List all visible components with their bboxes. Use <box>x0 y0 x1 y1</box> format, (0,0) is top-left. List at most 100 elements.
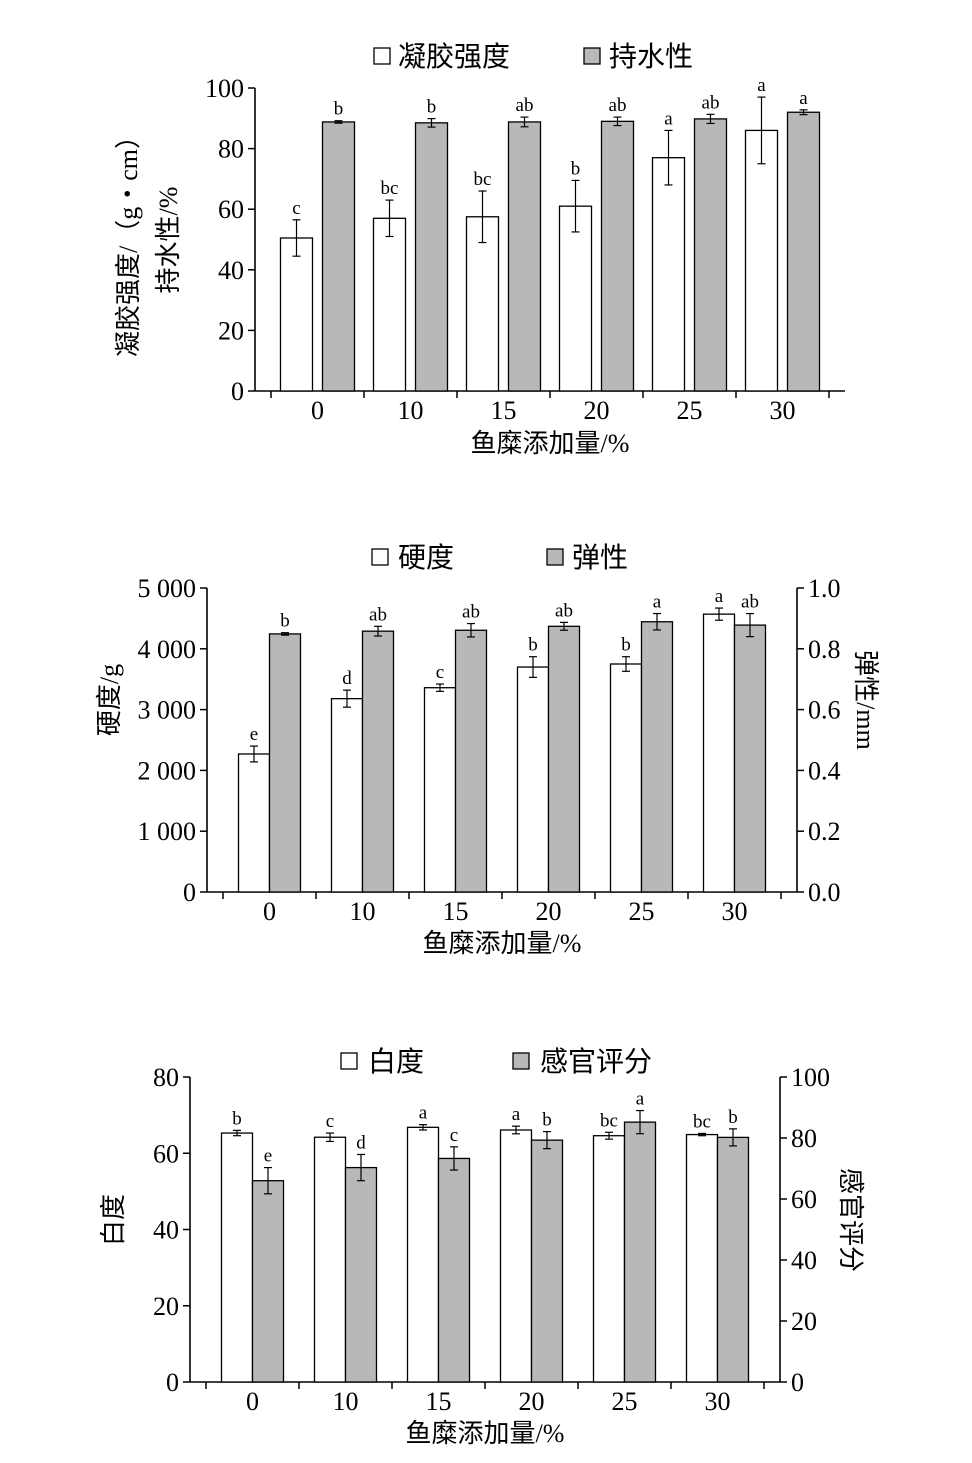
y-tick-label-right: 1.0 <box>808 574 841 603</box>
y-tick-label-right: 80 <box>791 1124 817 1153</box>
y-tick-label: 20 <box>218 316 244 345</box>
y-tick-label-right: 100 <box>791 1063 830 1092</box>
y-tick-label: 60 <box>153 1139 179 1168</box>
legend-label: 弹性 <box>572 542 628 574</box>
x-tick-label: 15 <box>426 1387 452 1416</box>
significance-label: a <box>419 1103 428 1124</box>
y-tick-label: 2 000 <box>138 756 197 785</box>
bar <box>693 118 728 392</box>
significance-label: ab <box>516 95 534 116</box>
x-tick-label: 0 <box>246 1387 259 1416</box>
bar <box>423 687 457 893</box>
y-tick-label-right: 0 <box>791 1368 804 1397</box>
x-tick-label: 10 <box>398 396 424 425</box>
y-tick-label-right: 0.4 <box>808 756 841 785</box>
significance-label: a <box>636 1089 645 1110</box>
y-tick-label-right: 0.0 <box>808 878 841 907</box>
significance-label: bc <box>600 1110 618 1131</box>
y-tick-label-right: 40 <box>791 1246 817 1275</box>
significance-label: ab <box>609 95 627 116</box>
bar <box>516 666 550 893</box>
y-axis-title-right: 弹性/mm <box>851 650 880 750</box>
bar <box>454 629 488 893</box>
x-tick-label: 30 <box>770 396 796 425</box>
bar <box>321 121 356 392</box>
y-tick-label-right: 60 <box>791 1185 817 1214</box>
legend-swatch <box>371 548 389 566</box>
significance-label: bc <box>474 169 492 190</box>
significance-label: ab <box>369 604 387 625</box>
bar <box>786 111 821 392</box>
significance-label: d <box>342 668 352 689</box>
y-tick-label: 100 <box>205 74 244 103</box>
y-tick-label-right: 0.8 <box>808 635 841 664</box>
y-tick-label: 60 <box>218 195 244 224</box>
y-tick-label-right: 0.6 <box>808 696 841 725</box>
significance-label: a <box>512 1104 521 1125</box>
y-tick-label: 1 000 <box>138 817 197 846</box>
legend-label: 凝胶强度 <box>398 41 510 73</box>
legend-label: 白度 <box>368 1046 424 1078</box>
significance-label: b <box>528 635 538 656</box>
x-tick-label: 15 <box>443 897 469 926</box>
y-tick-label: 4 000 <box>138 635 197 664</box>
significance-label: e <box>264 1146 272 1167</box>
significance-label: c <box>292 198 300 219</box>
bar <box>744 129 779 392</box>
significance-label: b <box>232 1108 242 1129</box>
y-tick-label: 0 <box>183 878 196 907</box>
x-axis-title: 鱼糜添加量/% <box>471 429 630 458</box>
significance-label: c <box>436 662 444 683</box>
bar <box>251 1180 285 1383</box>
y-tick-label: 0 <box>231 377 244 406</box>
y-tick-label-right: 0.2 <box>808 817 841 846</box>
significance-label: a <box>799 88 808 109</box>
significance-label: a <box>653 592 662 613</box>
bar <box>716 1136 750 1383</box>
significance-label: d <box>356 1132 366 1153</box>
x-tick-label: 25 <box>629 897 655 926</box>
y-axis-title: 持水性/% <box>154 187 183 294</box>
y-tick-label: 80 <box>153 1063 179 1092</box>
bar <box>437 1157 471 1383</box>
legend-swatch <box>340 1052 358 1070</box>
significance-label: ab <box>741 592 759 613</box>
significance-label: a <box>715 586 724 607</box>
x-axis-title: 鱼糜添加量/% <box>406 1419 565 1448</box>
significance-label: c <box>450 1125 458 1146</box>
significance-label: a <box>664 108 673 129</box>
x-tick-label: 20 <box>584 396 610 425</box>
x-tick-label: 10 <box>333 1387 359 1416</box>
legend-label: 持水性 <box>609 41 693 73</box>
x-tick-label: 0 <box>311 396 324 425</box>
bar <box>592 1135 626 1383</box>
significance-label: b <box>280 611 290 632</box>
bar <box>499 1129 533 1383</box>
significance-label: b <box>427 97 437 118</box>
significance-label: ab <box>555 600 573 621</box>
bar <box>651 157 686 392</box>
bar <box>685 1133 719 1383</box>
significance-label: b <box>334 99 344 120</box>
bar <box>547 625 581 893</box>
significance-label: bc <box>381 178 399 199</box>
y-axis-title: 硬度/g <box>95 664 124 736</box>
x-tick-label: 30 <box>705 1387 731 1416</box>
y-axis-title: 白度 <box>99 1194 128 1246</box>
x-axis-title: 鱼糜添加量/% <box>423 929 582 958</box>
bar <box>600 120 635 392</box>
legend-swatch <box>583 47 601 65</box>
legend-label: 感官评分 <box>540 1046 652 1078</box>
bar <box>237 753 271 893</box>
chart-hardness-springiness: 0 1 000 2 000 3 000 4 000 5 000 0.0 0.2 0.4 0.6 0.… <box>95 542 880 958</box>
x-tick-label: 20 <box>519 1387 545 1416</box>
bar <box>530 1139 564 1383</box>
bar <box>414 122 449 392</box>
legend-label: 硬度 <box>398 542 454 574</box>
legend-swatch <box>546 548 564 566</box>
significance-label: bc <box>693 1111 711 1132</box>
y-axis-title-right: 感官评分 <box>836 1168 865 1272</box>
bar <box>623 1121 657 1383</box>
